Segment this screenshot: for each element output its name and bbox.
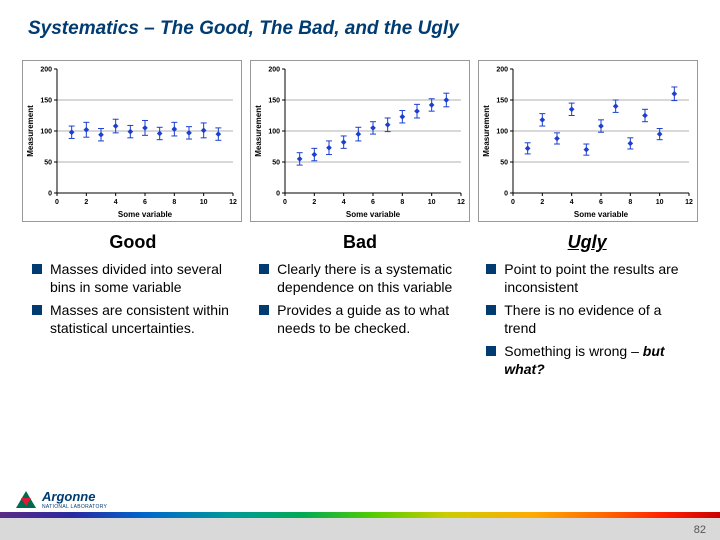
column-heading-bad: Bad bbox=[253, 232, 467, 253]
svg-text:50: 50 bbox=[272, 160, 280, 167]
svg-text:100: 100 bbox=[40, 129, 52, 136]
columns-row: Good Masses divided into several bins in… bbox=[0, 222, 720, 384]
svg-text:200: 200 bbox=[496, 67, 508, 74]
footer-gray bbox=[0, 518, 720, 540]
svg-text:6: 6 bbox=[371, 199, 375, 206]
bullet-item: Provides a guide as to what needs to be … bbox=[259, 302, 463, 337]
column-bad: Bad Clearly there is a systematic depend… bbox=[253, 232, 467, 384]
svg-text:2: 2 bbox=[312, 199, 316, 206]
svg-text:2: 2 bbox=[84, 199, 88, 206]
svg-text:2: 2 bbox=[540, 199, 544, 206]
svg-text:150: 150 bbox=[40, 98, 52, 105]
column-heading-ugly: Ugly bbox=[480, 232, 694, 253]
page-number: 82 bbox=[694, 524, 706, 536]
bullet-item: Clearly there is a systematic dependence… bbox=[259, 261, 463, 296]
chart-bad: 0 50 100 150 200 0 2 4 6 8 10 12 Some variable Measur… bbox=[250, 60, 470, 222]
svg-text:200: 200 bbox=[268, 67, 280, 74]
svg-text:8: 8 bbox=[400, 199, 404, 206]
svg-text:4: 4 bbox=[570, 199, 574, 206]
svg-text:8: 8 bbox=[628, 199, 632, 206]
svg-text:Some variable: Some variable bbox=[346, 210, 401, 219]
svg-text:0: 0 bbox=[276, 191, 280, 198]
svg-text:10: 10 bbox=[200, 199, 208, 206]
logo-triangle-icon bbox=[16, 491, 36, 508]
svg-text:0: 0 bbox=[283, 199, 287, 206]
bullets-ugly: Point to point the results are inconsist… bbox=[480, 261, 694, 378]
svg-text:6: 6 bbox=[143, 199, 147, 206]
svg-text:12: 12 bbox=[457, 199, 465, 206]
svg-text:4: 4 bbox=[114, 199, 118, 206]
chart-good: 0 50 100 150 200 0 2 4 6 8 10 12 Some variable Measur… bbox=[22, 60, 242, 222]
logo-text: Argonne bbox=[42, 489, 107, 504]
svg-text:200: 200 bbox=[40, 67, 52, 74]
svg-text:Measurement: Measurement bbox=[482, 105, 491, 157]
svg-text:0: 0 bbox=[48, 191, 52, 198]
chart-ugly: 0 50 100 150 200 0 2 4 6 8 10 12 Some variable Measur… bbox=[478, 60, 698, 222]
footer-bar: 82 bbox=[0, 512, 720, 540]
bullet-item: Masses are consistent within statistical… bbox=[32, 302, 236, 337]
bullet-item: There is no evidence of a trend bbox=[486, 302, 690, 337]
svg-text:12: 12 bbox=[685, 199, 693, 206]
svg-text:12: 12 bbox=[229, 199, 237, 206]
logo-subtext: NATIONAL LABORATORY bbox=[42, 504, 107, 510]
slide-title: Systematics – The Good, The Bad, and the… bbox=[0, 0, 720, 40]
column-heading-good: Good bbox=[26, 232, 240, 253]
svg-text:6: 6 bbox=[599, 199, 603, 206]
bullets-bad: Clearly there is a systematic dependence… bbox=[253, 261, 467, 337]
argonne-logo: Argonne NATIONAL LABORATORY bbox=[16, 489, 107, 510]
svg-text:10: 10 bbox=[656, 199, 664, 206]
bullets-good: Masses divided into several bins in some… bbox=[26, 261, 240, 337]
svg-text:100: 100 bbox=[268, 129, 280, 136]
svg-text:50: 50 bbox=[44, 160, 52, 167]
column-ugly: Ugly Point to point the results are inco… bbox=[480, 232, 694, 384]
svg-text:Some variable: Some variable bbox=[574, 210, 629, 219]
svg-text:8: 8 bbox=[172, 199, 176, 206]
bullet-item: Masses divided into several bins in some… bbox=[32, 261, 236, 296]
column-good: Good Masses divided into several bins in… bbox=[26, 232, 240, 384]
svg-text:150: 150 bbox=[496, 98, 508, 105]
charts-row: 050100150200024681012Some variableMeasur… bbox=[0, 40, 720, 222]
svg-text:Measurement: Measurement bbox=[254, 105, 263, 157]
svg-text:10: 10 bbox=[428, 199, 436, 206]
svg-text:Measurement: Measurement bbox=[26, 105, 35, 157]
svg-text:150: 150 bbox=[268, 98, 280, 105]
svg-text:4: 4 bbox=[342, 199, 346, 206]
svg-text:100: 100 bbox=[496, 129, 508, 136]
svg-text:50: 50 bbox=[500, 160, 508, 167]
svg-text:0: 0 bbox=[511, 199, 515, 206]
svg-text:0: 0 bbox=[55, 199, 59, 206]
bullet-item: Something is wrong – but what? bbox=[486, 343, 690, 378]
svg-text:0: 0 bbox=[504, 191, 508, 198]
bullet-item: Point to point the results are inconsist… bbox=[486, 261, 690, 296]
svg-text:Some variable: Some variable bbox=[118, 210, 173, 219]
